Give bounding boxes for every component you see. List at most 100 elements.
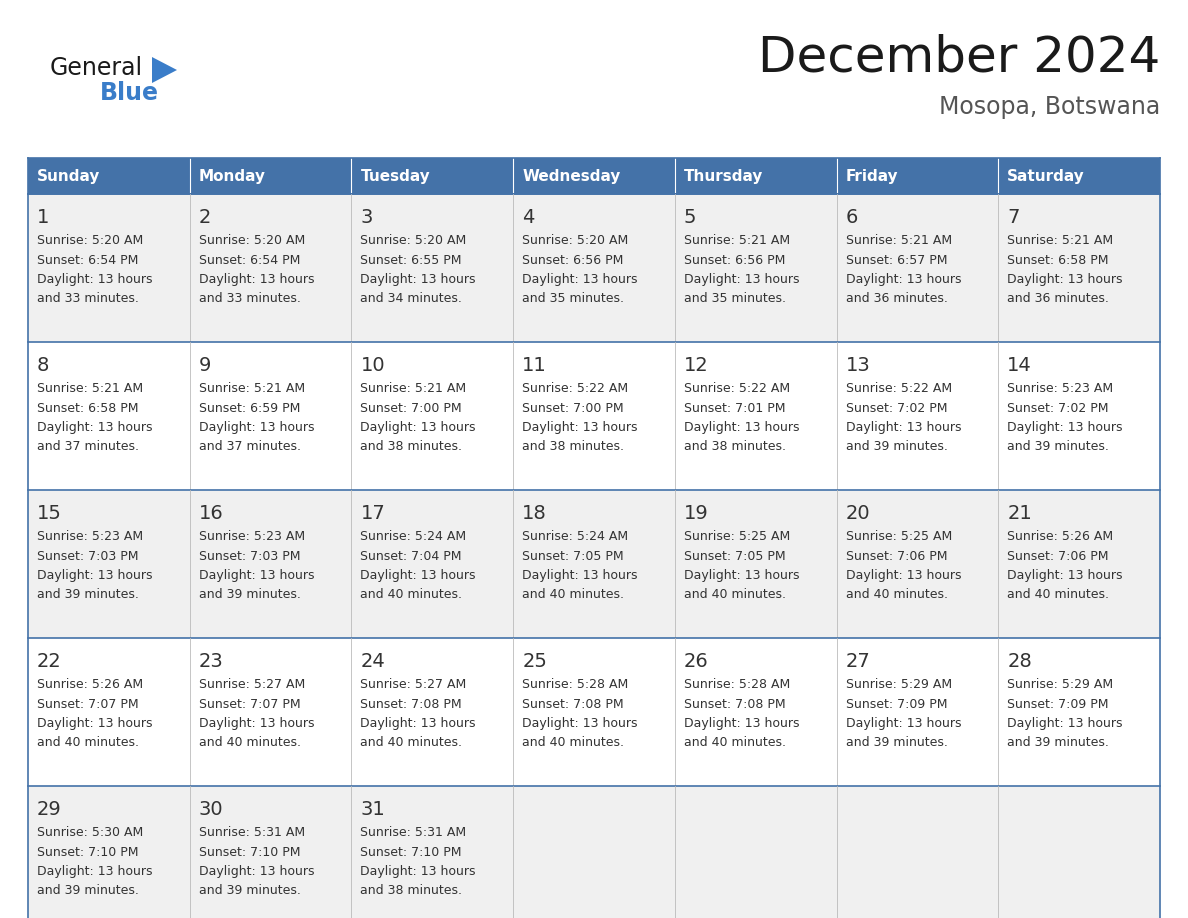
Text: Sunset: 7:07 PM: Sunset: 7:07 PM bbox=[198, 698, 301, 711]
Text: Daylight: 13 hours: Daylight: 13 hours bbox=[198, 273, 314, 286]
Text: 8: 8 bbox=[37, 356, 50, 375]
Text: Daylight: 13 hours: Daylight: 13 hours bbox=[1007, 717, 1123, 730]
Text: and 33 minutes.: and 33 minutes. bbox=[198, 293, 301, 306]
Bar bbox=[29, 490, 1159, 638]
Text: Daylight: 13 hours: Daylight: 13 hours bbox=[684, 569, 800, 582]
Text: Sunrise: 5:23 AM: Sunrise: 5:23 AM bbox=[37, 530, 143, 543]
Text: Daylight: 13 hours: Daylight: 13 hours bbox=[846, 569, 961, 582]
Text: and 38 minutes.: and 38 minutes. bbox=[523, 441, 624, 453]
Text: and 34 minutes.: and 34 minutes. bbox=[360, 293, 462, 306]
Text: and 37 minutes.: and 37 minutes. bbox=[198, 441, 301, 453]
Text: Sunset: 7:08 PM: Sunset: 7:08 PM bbox=[523, 698, 624, 711]
Text: 3: 3 bbox=[360, 208, 373, 227]
Text: 2: 2 bbox=[198, 208, 211, 227]
Text: Daylight: 13 hours: Daylight: 13 hours bbox=[198, 569, 314, 582]
Text: Sunset: 7:10 PM: Sunset: 7:10 PM bbox=[37, 845, 139, 858]
Text: Sunrise: 5:20 AM: Sunrise: 5:20 AM bbox=[523, 234, 628, 247]
Text: Daylight: 13 hours: Daylight: 13 hours bbox=[37, 273, 152, 286]
Text: 26: 26 bbox=[684, 652, 708, 671]
Text: 10: 10 bbox=[360, 356, 385, 375]
Text: Daylight: 13 hours: Daylight: 13 hours bbox=[198, 717, 314, 730]
Polygon shape bbox=[152, 57, 177, 83]
Text: Sunset: 7:02 PM: Sunset: 7:02 PM bbox=[846, 401, 947, 415]
Text: 18: 18 bbox=[523, 504, 546, 523]
Text: 21: 21 bbox=[1007, 504, 1032, 523]
Text: Daylight: 13 hours: Daylight: 13 hours bbox=[360, 273, 476, 286]
Text: Sunrise: 5:31 AM: Sunrise: 5:31 AM bbox=[198, 826, 305, 839]
Text: 15: 15 bbox=[37, 504, 62, 523]
Text: Daylight: 13 hours: Daylight: 13 hours bbox=[846, 421, 961, 434]
Text: Sunset: 7:03 PM: Sunset: 7:03 PM bbox=[37, 550, 139, 563]
Text: Sunset: 7:00 PM: Sunset: 7:00 PM bbox=[360, 401, 462, 415]
Text: and 38 minutes.: and 38 minutes. bbox=[360, 885, 462, 898]
Bar bbox=[513, 158, 675, 194]
Text: and 35 minutes.: and 35 minutes. bbox=[684, 293, 785, 306]
Bar bbox=[29, 194, 1159, 342]
Text: Sunset: 6:56 PM: Sunset: 6:56 PM bbox=[684, 253, 785, 266]
Text: and 40 minutes.: and 40 minutes. bbox=[360, 736, 462, 749]
Text: Sunset: 7:01 PM: Sunset: 7:01 PM bbox=[684, 401, 785, 415]
Text: Sunset: 7:03 PM: Sunset: 7:03 PM bbox=[198, 550, 301, 563]
Text: and 39 minutes.: and 39 minutes. bbox=[198, 588, 301, 601]
Text: and 40 minutes.: and 40 minutes. bbox=[198, 736, 301, 749]
Text: Daylight: 13 hours: Daylight: 13 hours bbox=[360, 865, 476, 878]
Text: Daylight: 13 hours: Daylight: 13 hours bbox=[846, 717, 961, 730]
Text: and 40 minutes.: and 40 minutes. bbox=[360, 588, 462, 601]
Text: Sunrise: 5:21 AM: Sunrise: 5:21 AM bbox=[1007, 234, 1113, 247]
Text: Daylight: 13 hours: Daylight: 13 hours bbox=[360, 717, 476, 730]
Text: Sunset: 6:57 PM: Sunset: 6:57 PM bbox=[846, 253, 947, 266]
Text: Sunset: 6:56 PM: Sunset: 6:56 PM bbox=[523, 253, 624, 266]
Text: Sunset: 6:54 PM: Sunset: 6:54 PM bbox=[198, 253, 301, 266]
Text: General: General bbox=[50, 56, 143, 80]
Text: 22: 22 bbox=[37, 652, 62, 671]
Text: Sunrise: 5:23 AM: Sunrise: 5:23 AM bbox=[198, 530, 305, 543]
Bar bbox=[352, 158, 513, 194]
Text: Wednesday: Wednesday bbox=[523, 169, 620, 184]
Text: and 39 minutes.: and 39 minutes. bbox=[37, 588, 139, 601]
Text: and 38 minutes.: and 38 minutes. bbox=[360, 441, 462, 453]
Text: Sunrise: 5:22 AM: Sunrise: 5:22 AM bbox=[846, 382, 952, 395]
Text: Sunrise: 5:24 AM: Sunrise: 5:24 AM bbox=[360, 530, 467, 543]
Text: 31: 31 bbox=[360, 800, 385, 819]
Text: Sunrise: 5:22 AM: Sunrise: 5:22 AM bbox=[684, 382, 790, 395]
Bar bbox=[29, 786, 1159, 918]
Text: 27: 27 bbox=[846, 652, 871, 671]
Text: 5: 5 bbox=[684, 208, 696, 227]
Text: 1: 1 bbox=[37, 208, 50, 227]
Text: Sunrise: 5:21 AM: Sunrise: 5:21 AM bbox=[360, 382, 467, 395]
Text: Blue: Blue bbox=[100, 81, 159, 105]
Text: Sunrise: 5:31 AM: Sunrise: 5:31 AM bbox=[360, 826, 467, 839]
Text: Friday: Friday bbox=[846, 169, 898, 184]
Bar bbox=[998, 158, 1159, 194]
Text: Sunrise: 5:29 AM: Sunrise: 5:29 AM bbox=[1007, 678, 1113, 691]
Text: Sunrise: 5:22 AM: Sunrise: 5:22 AM bbox=[523, 382, 628, 395]
Text: Sunset: 7:08 PM: Sunset: 7:08 PM bbox=[684, 698, 785, 711]
Text: Sunrise: 5:21 AM: Sunrise: 5:21 AM bbox=[846, 234, 952, 247]
Text: Daylight: 13 hours: Daylight: 13 hours bbox=[523, 569, 638, 582]
Text: and 33 minutes.: and 33 minutes. bbox=[37, 293, 139, 306]
Text: and 40 minutes.: and 40 minutes. bbox=[846, 588, 948, 601]
Text: Daylight: 13 hours: Daylight: 13 hours bbox=[846, 273, 961, 286]
Text: Sunrise: 5:21 AM: Sunrise: 5:21 AM bbox=[198, 382, 305, 395]
Text: Sunrise: 5:21 AM: Sunrise: 5:21 AM bbox=[684, 234, 790, 247]
Text: Daylight: 13 hours: Daylight: 13 hours bbox=[37, 865, 152, 878]
Text: 9: 9 bbox=[198, 356, 211, 375]
Text: Tuesday: Tuesday bbox=[360, 169, 430, 184]
Text: and 40 minutes.: and 40 minutes. bbox=[684, 736, 785, 749]
Bar bbox=[675, 158, 836, 194]
Text: Sunset: 7:09 PM: Sunset: 7:09 PM bbox=[846, 698, 947, 711]
Text: 20: 20 bbox=[846, 504, 870, 523]
Text: 24: 24 bbox=[360, 652, 385, 671]
Text: and 39 minutes.: and 39 minutes. bbox=[198, 885, 301, 898]
Text: Sunrise: 5:28 AM: Sunrise: 5:28 AM bbox=[523, 678, 628, 691]
Text: and 40 minutes.: and 40 minutes. bbox=[523, 588, 624, 601]
Text: Sunrise: 5:26 AM: Sunrise: 5:26 AM bbox=[1007, 530, 1113, 543]
Text: Sunrise: 5:25 AM: Sunrise: 5:25 AM bbox=[684, 530, 790, 543]
Text: Daylight: 13 hours: Daylight: 13 hours bbox=[1007, 569, 1123, 582]
Text: Daylight: 13 hours: Daylight: 13 hours bbox=[523, 717, 638, 730]
Text: 11: 11 bbox=[523, 356, 546, 375]
Text: Daylight: 13 hours: Daylight: 13 hours bbox=[360, 569, 476, 582]
Text: Sunset: 7:05 PM: Sunset: 7:05 PM bbox=[684, 550, 785, 563]
Text: and 37 minutes.: and 37 minutes. bbox=[37, 441, 139, 453]
Text: and 40 minutes.: and 40 minutes. bbox=[1007, 588, 1110, 601]
